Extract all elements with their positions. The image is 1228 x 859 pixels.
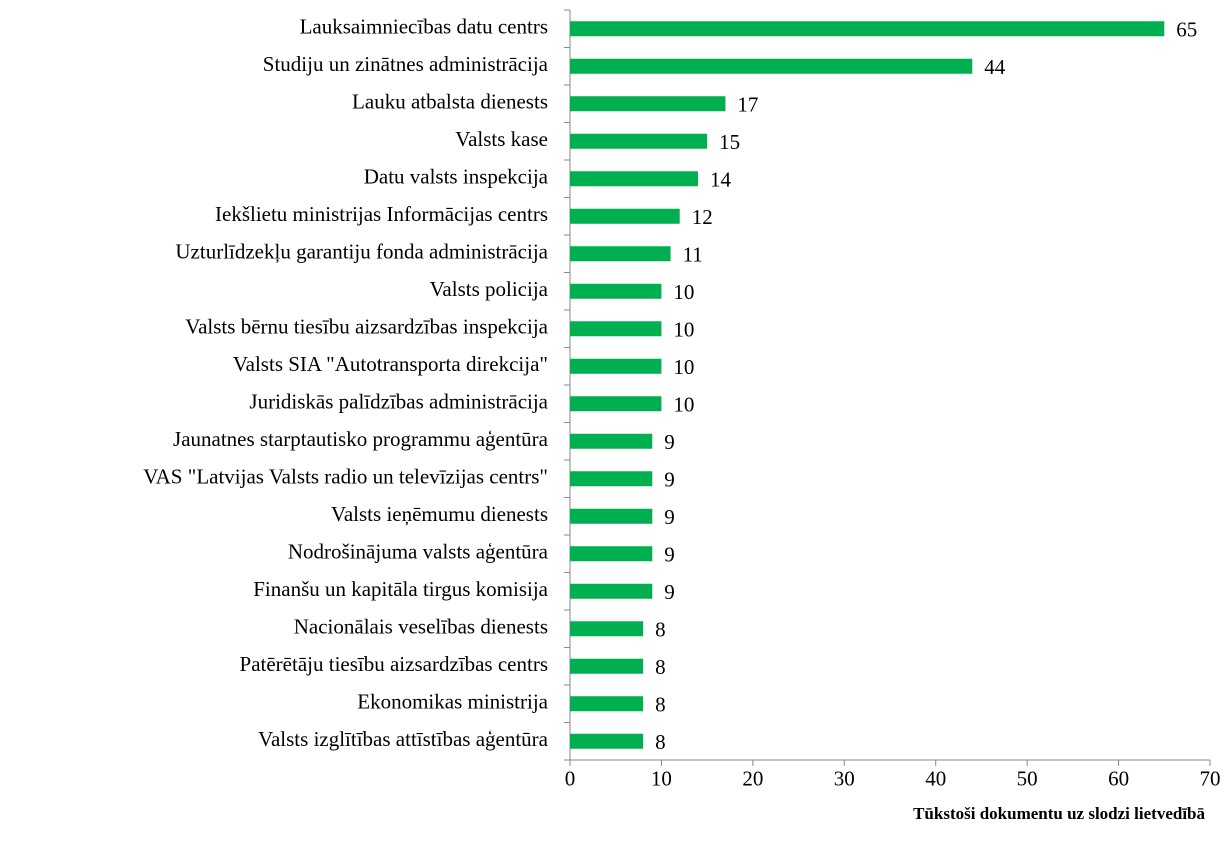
x-tick-label: 40 xyxy=(925,766,946,790)
value-label: 12 xyxy=(692,205,713,229)
bar xyxy=(570,283,662,299)
value-label: 17 xyxy=(737,93,758,117)
value-label: 9 xyxy=(664,580,675,604)
value-label: 14 xyxy=(710,168,732,192)
category-label: Lauku atbalsta dienests xyxy=(352,90,548,114)
category-label: Valsts SIA "Autotransporta direkcija" xyxy=(233,352,548,376)
bar xyxy=(570,583,653,599)
value-label: 10 xyxy=(673,280,694,304)
category-label: Datu valsts inspekcija xyxy=(364,165,549,189)
category-label: Valsts izglītības attīstības aģentūra xyxy=(258,727,549,751)
value-label: 15 xyxy=(719,130,740,154)
category-label: Valsts kase xyxy=(455,127,548,151)
bar xyxy=(570,358,662,374)
value-label: 10 xyxy=(673,318,694,342)
value-label: 11 xyxy=(683,243,703,267)
x-tick-label: 30 xyxy=(834,766,855,790)
category-label: Jaunatnes starptautisko programmu aģentū… xyxy=(173,427,549,451)
x-tick-label: 10 xyxy=(651,766,672,790)
value-label: 8 xyxy=(655,618,666,642)
category-label: Valsts policija xyxy=(430,277,549,301)
category-label: Juridiskās palīdzības administrācija xyxy=(249,390,548,414)
bar xyxy=(570,658,644,674)
bar xyxy=(570,696,644,712)
bar xyxy=(570,171,698,187)
category-label: Ekonomikas ministrija xyxy=(357,690,548,714)
x-tick-label: 0 xyxy=(565,766,576,790)
value-label: 65 xyxy=(1176,18,1197,42)
bar xyxy=(570,58,973,74)
x-axis-label: Tūkstoši dokumentu uz slodzi lietvedībā xyxy=(913,804,1205,823)
category-label: Valsts ieņēmumu dienests xyxy=(331,502,548,526)
bar xyxy=(570,321,662,337)
value-label: 8 xyxy=(655,693,666,717)
bar xyxy=(570,733,644,749)
bar xyxy=(570,396,662,412)
bar xyxy=(570,546,653,562)
bar xyxy=(570,208,680,224)
bar xyxy=(570,96,726,112)
value-label: 10 xyxy=(673,355,694,379)
bar xyxy=(570,508,653,524)
category-label: Nacionālais veselības dienests xyxy=(294,615,548,639)
bar xyxy=(570,21,1165,37)
value-label: 44 xyxy=(984,55,1006,79)
category-label: Uzturlīdzekļu garantiju fonda administrā… xyxy=(175,240,548,264)
x-tick-label: 20 xyxy=(742,766,763,790)
value-label: 9 xyxy=(664,430,675,454)
category-label: Lauksaimniecības datu centrs xyxy=(300,15,548,39)
x-tick-label: 70 xyxy=(1200,766,1221,790)
bar xyxy=(570,471,653,487)
category-label: VAS "Latvijas Valsts radio un televīzija… xyxy=(143,465,548,489)
bar xyxy=(570,133,708,149)
category-label: Iekšlietu ministrijas Informācijas centr… xyxy=(215,202,548,226)
value-label: 8 xyxy=(655,730,666,754)
bar xyxy=(570,246,671,262)
value-label: 9 xyxy=(664,543,675,567)
category-label: Studiju un zinātnes administrācija xyxy=(263,52,549,76)
category-label: Nodrošinājuma valsts aģentūra xyxy=(288,540,549,564)
category-label: Patērētāju tiesību aizsardzības centrs xyxy=(240,652,548,676)
value-label: 10 xyxy=(673,393,694,417)
x-tick-label: 60 xyxy=(1108,766,1129,790)
x-tick-label: 50 xyxy=(1017,766,1038,790)
value-label: 9 xyxy=(664,505,675,529)
category-label: Finanšu un kapitāla tirgus komisija xyxy=(253,577,548,601)
value-label: 8 xyxy=(655,655,666,679)
category-label: Valsts bērnu tiesību aizsardzības inspek… xyxy=(185,315,548,339)
value-label: 9 xyxy=(664,468,675,492)
bar xyxy=(570,433,653,449)
bar xyxy=(570,621,644,637)
